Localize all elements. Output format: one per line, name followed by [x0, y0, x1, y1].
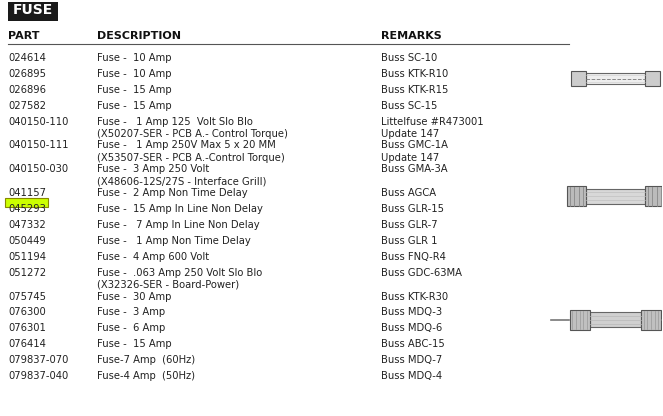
Text: 040150-111: 040150-111 — [8, 141, 68, 151]
Text: 041157: 041157 — [8, 188, 46, 198]
Text: Buss GLR-7: Buss GLR-7 — [381, 220, 438, 230]
Bar — [571, 71, 585, 86]
Text: (X32326-SER - Board-Power): (X32326-SER - Board-Power) — [97, 280, 239, 290]
Text: Buss KTK-R15: Buss KTK-R15 — [381, 85, 448, 95]
Text: Fuse -  6 Amp: Fuse - 6 Amp — [97, 323, 165, 333]
Text: Fuse-7 Amp  (60Hz): Fuse-7 Amp (60Hz) — [97, 355, 195, 365]
Text: 040150-110: 040150-110 — [8, 116, 68, 126]
Text: Fuse -   7 Amp In Line Non Delay: Fuse - 7 Amp In Line Non Delay — [97, 220, 260, 230]
Text: 076414: 076414 — [8, 339, 46, 349]
Text: Buss KTK-R30: Buss KTK-R30 — [381, 292, 448, 302]
Text: Buss SC-10: Buss SC-10 — [381, 53, 438, 63]
Bar — [570, 310, 589, 329]
Bar — [645, 186, 663, 206]
Text: Buss GDC-63MA: Buss GDC-63MA — [381, 267, 462, 277]
Text: DESCRIPTION: DESCRIPTION — [97, 32, 181, 42]
Text: Buss MDQ-3: Buss MDQ-3 — [381, 307, 442, 317]
Text: 045293: 045293 — [8, 204, 46, 214]
Text: Buss GMC-1A: Buss GMC-1A — [381, 141, 448, 151]
Text: Fuse -   1 Amp Non Time Delay: Fuse - 1 Amp Non Time Delay — [97, 236, 251, 246]
Text: 079837-070: 079837-070 — [8, 355, 68, 365]
Bar — [589, 312, 641, 327]
Text: Buss AGCA: Buss AGCA — [381, 188, 436, 198]
Text: REMARKS: REMARKS — [381, 32, 442, 42]
Text: 051194: 051194 — [8, 252, 46, 262]
Text: Buss FNQ-R4: Buss FNQ-R4 — [381, 252, 446, 262]
Bar — [585, 73, 645, 84]
Text: Fuse-4 Amp  (50Hz): Fuse-4 Amp (50Hz) — [97, 371, 195, 381]
Text: 075745: 075745 — [8, 292, 46, 302]
Text: 051272: 051272 — [8, 267, 46, 277]
Text: 040150-030: 040150-030 — [8, 164, 68, 174]
Bar — [568, 186, 585, 206]
Text: Update 147: Update 147 — [381, 153, 440, 163]
Text: Fuse -  4 Amp 600 Volt: Fuse - 4 Amp 600 Volt — [97, 252, 210, 262]
Text: Fuse -  30 Amp: Fuse - 30 Amp — [97, 292, 172, 302]
Text: Buss GMA-3A: Buss GMA-3A — [381, 164, 448, 174]
Text: Fuse -  10 Amp: Fuse - 10 Amp — [97, 53, 172, 63]
Text: Fuse -   1 Amp 125  Volt Slo Blo: Fuse - 1 Amp 125 Volt Slo Blo — [97, 116, 253, 126]
Text: Buss GLR-15: Buss GLR-15 — [381, 204, 444, 214]
Text: (X50207-SER - PCB A.- Control Torque): (X50207-SER - PCB A.- Control Torque) — [97, 129, 288, 139]
Text: Fuse -  15 Amp: Fuse - 15 Amp — [97, 85, 172, 95]
Text: Littelfuse #R473001: Littelfuse #R473001 — [381, 116, 483, 126]
Text: Fuse -  15 Amp In Line Non Delay: Fuse - 15 Amp In Line Non Delay — [97, 204, 263, 214]
Text: PART: PART — [8, 32, 40, 42]
Text: 050449: 050449 — [8, 236, 46, 246]
FancyBboxPatch shape — [5, 198, 48, 208]
Text: 024614: 024614 — [8, 53, 46, 63]
FancyBboxPatch shape — [8, 0, 58, 21]
Text: 027582: 027582 — [8, 101, 46, 111]
Text: Buss KTK-R10: Buss KTK-R10 — [381, 69, 448, 79]
Text: 079837-040: 079837-040 — [8, 371, 68, 381]
Text: FUSE: FUSE — [13, 3, 53, 17]
Bar — [585, 189, 645, 203]
Text: 026896: 026896 — [8, 85, 46, 95]
Text: Fuse -  15 Amp: Fuse - 15 Amp — [97, 101, 172, 111]
Text: 076301: 076301 — [8, 323, 46, 333]
Text: 076300: 076300 — [8, 307, 46, 317]
Text: Buss MDQ-7: Buss MDQ-7 — [381, 355, 442, 365]
Text: (X48606-12S/27S - Interface Grill): (X48606-12S/27S - Interface Grill) — [97, 177, 267, 187]
Text: 047332: 047332 — [8, 220, 46, 230]
Text: Fuse -  10 Amp: Fuse - 10 Amp — [97, 69, 172, 79]
Text: Fuse -   1 Amp 250V Max 5 x 20 MM: Fuse - 1 Amp 250V Max 5 x 20 MM — [97, 141, 276, 151]
Text: Buss ABC-15: Buss ABC-15 — [381, 339, 445, 349]
Text: Fuse -  15 Amp: Fuse - 15 Amp — [97, 339, 172, 349]
Text: Buss GLR 1: Buss GLR 1 — [381, 236, 438, 246]
Text: Update 147: Update 147 — [381, 129, 440, 139]
Text: Fuse -  .063 Amp 250 Volt Slo Blo: Fuse - .063 Amp 250 Volt Slo Blo — [97, 267, 263, 277]
Text: Fuse -  3 Amp 250 Volt: Fuse - 3 Amp 250 Volt — [97, 164, 210, 174]
Text: 026895: 026895 — [8, 69, 46, 79]
Text: (X53507-SER - PCB A.-Control Torque): (X53507-SER - PCB A.-Control Torque) — [97, 153, 285, 163]
Text: Buss MDQ-6: Buss MDQ-6 — [381, 323, 442, 333]
Text: Fuse -  3 Amp: Fuse - 3 Amp — [97, 307, 165, 317]
Text: Fuse -  2 Amp Non Time Delay: Fuse - 2 Amp Non Time Delay — [97, 188, 248, 198]
Text: Buss SC-15: Buss SC-15 — [381, 101, 438, 111]
Text: Buss MDQ-4: Buss MDQ-4 — [381, 371, 442, 381]
Bar — [645, 71, 660, 86]
Bar — [641, 310, 661, 329]
